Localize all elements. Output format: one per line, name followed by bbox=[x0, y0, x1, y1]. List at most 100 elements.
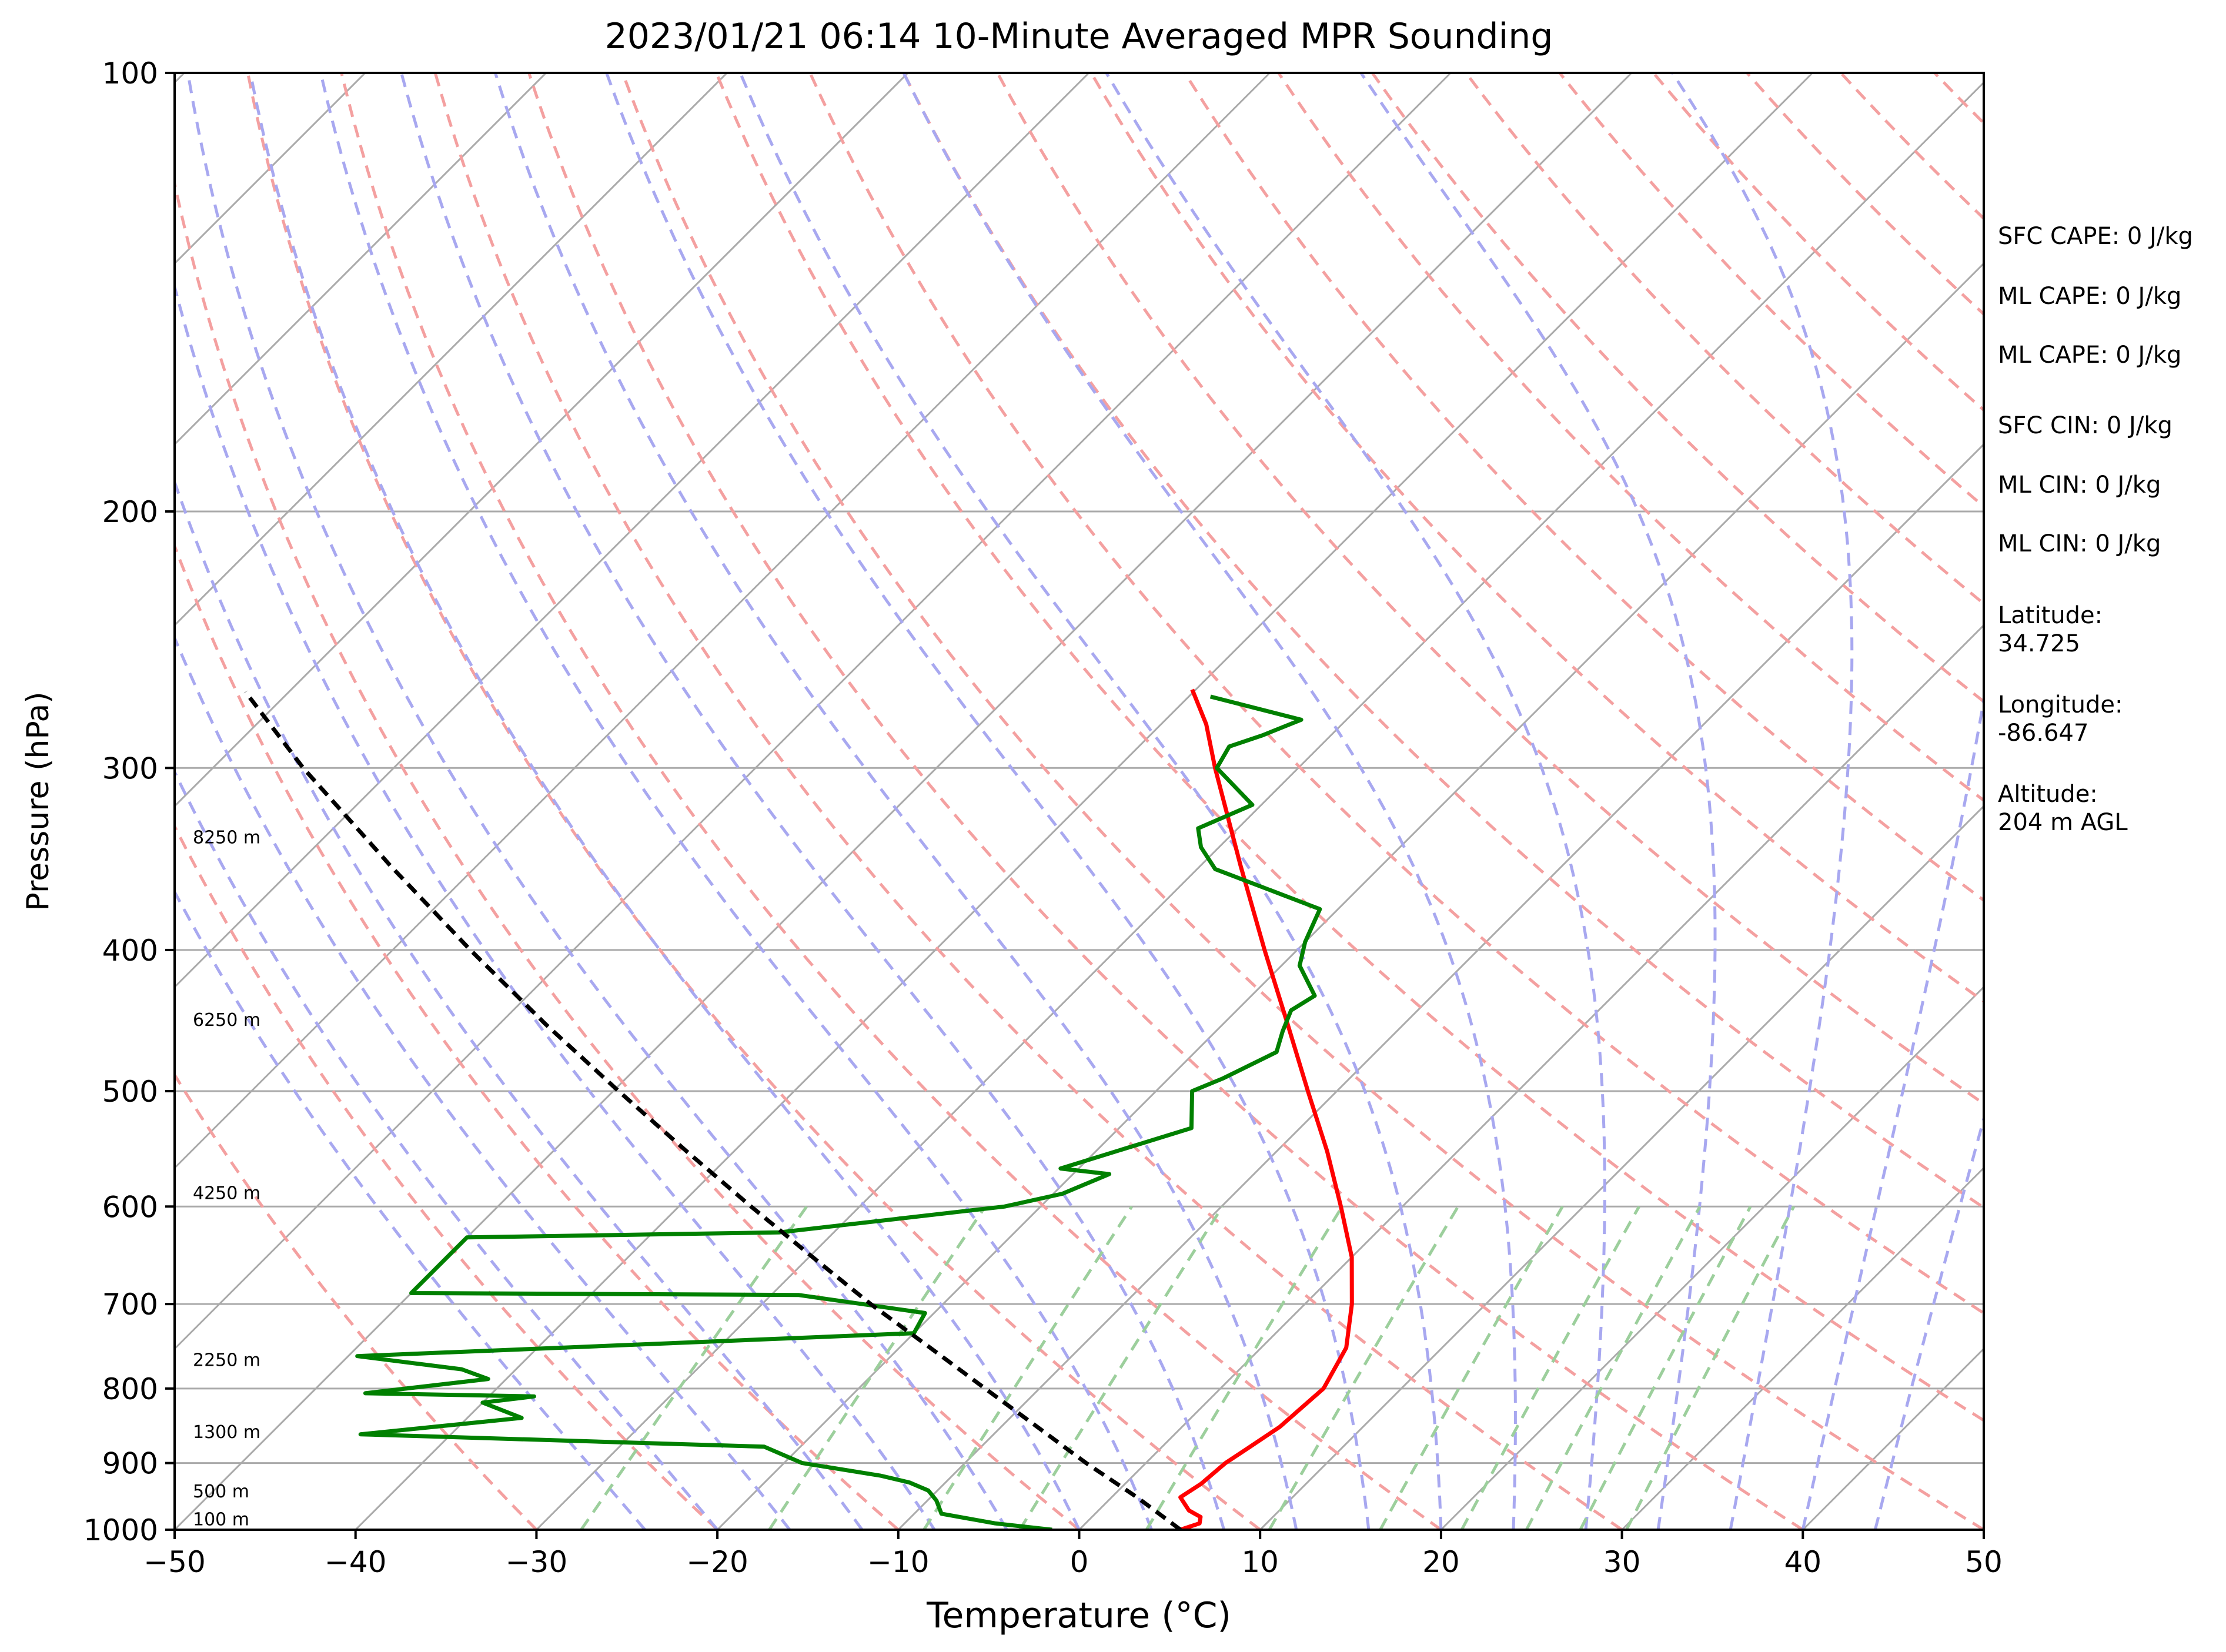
side-info-text: ML CIN: 0 J/kg bbox=[1998, 471, 2161, 499]
height-label: 6250 m bbox=[193, 1010, 260, 1031]
moist-adiabat-line bbox=[400, 73, 1226, 1530]
y-tick-label: 800 bbox=[102, 1372, 158, 1406]
dry-adiabat-line bbox=[621, 73, 1984, 1530]
y-tick-label: 100 bbox=[102, 56, 158, 91]
moist-adiabat-line bbox=[605, 73, 1371, 1530]
moist-adiabat-line bbox=[175, 888, 646, 1530]
y-tick-label: 700 bbox=[102, 1288, 158, 1322]
mixing-ratio-line bbox=[1460, 1206, 1640, 1530]
isotherm-line bbox=[175, 73, 1452, 1350]
height-label: 8250 m bbox=[193, 828, 260, 848]
y-tick-label: 200 bbox=[102, 495, 158, 529]
moist-adiabat-line bbox=[175, 634, 791, 1530]
height-label: 4250 m bbox=[193, 1183, 260, 1204]
moist-adiabat-line bbox=[175, 768, 719, 1530]
side-info-panel: SFC CAPE: 0 J/kg ML CAPE: 0 J/kg ML CAPE: … bbox=[1998, 223, 2193, 836]
isotherm-line bbox=[1078, 624, 1984, 1530]
y-tick-label: 500 bbox=[102, 1075, 158, 1109]
dry-adiabat-line bbox=[808, 73, 1984, 1315]
x-tick-label: 0 bbox=[1070, 1545, 1089, 1579]
moist-adiabat-line bbox=[1873, 1113, 1984, 1530]
isotherm-line bbox=[717, 262, 1984, 1530]
dry-adiabat-line bbox=[714, 73, 1984, 1422]
moist-adiabat-line bbox=[1359, 73, 1717, 1530]
moist-adiabat-line bbox=[249, 73, 1081, 1530]
dry-adiabat-line bbox=[340, 73, 1442, 1530]
isobar-grid bbox=[175, 73, 1984, 1530]
dry-adiabat-line bbox=[175, 541, 900, 1530]
moist-adiabat-line bbox=[494, 73, 1298, 1530]
x-tick-label: −30 bbox=[506, 1545, 568, 1579]
y-axis-ticks: 100 200 300 400 500 600 700 800 900 1000 bbox=[83, 56, 175, 1547]
x-tick-label: 10 bbox=[1241, 1545, 1279, 1579]
side-info-text: SFC CAPE: 0 J/kg bbox=[1998, 223, 2193, 250]
side-info-text: SFC CIN: 0 J/kg bbox=[1998, 412, 2172, 439]
mixing-ratio-line bbox=[768, 1205, 987, 1530]
isotherm-line bbox=[175, 73, 547, 446]
y-tick-label: 1000 bbox=[83, 1513, 158, 1547]
x-tick-label: −10 bbox=[867, 1545, 930, 1579]
mixing-ratio-line bbox=[1018, 1205, 1224, 1530]
height-label: 2250 m bbox=[193, 1350, 260, 1371]
x-tick-label: 50 bbox=[1965, 1545, 2003, 1579]
x-axis-label: Temperature (°C) bbox=[926, 1595, 1231, 1636]
moist-adiabat-line bbox=[186, 73, 1008, 1530]
moist-adiabat-line bbox=[319, 73, 1153, 1530]
side-info-text: ML CIN: 0 J/kg bbox=[1998, 530, 2161, 557]
y-tick-label: 400 bbox=[102, 934, 158, 968]
height-label: 1300 m bbox=[193, 1422, 260, 1443]
dewpoint-profile-line bbox=[355, 694, 1322, 1530]
height-annotations: 100 m 500 m 1300 m 2250 m 4250 m 6250 m 8250 m bbox=[193, 828, 260, 1530]
isotherm-line bbox=[1259, 805, 1984, 1530]
dry-adiabat-line bbox=[996, 73, 1984, 1106]
side-info-text: ML CAPE: 0 J/kg bbox=[1998, 342, 2181, 369]
chart-title: 2023/01/21 06:14 10-Minute Averaged MPR … bbox=[605, 16, 1553, 57]
side-info-text: ML CAPE: 0 J/kg bbox=[1998, 283, 2181, 310]
moist-adiabat-line bbox=[1671, 73, 1854, 1530]
moist-adiabat-line bbox=[1801, 692, 1984, 1530]
isotherm-line bbox=[1621, 1166, 1984, 1530]
isotherm-line bbox=[175, 73, 1089, 989]
mixing-ratio-line bbox=[1625, 1206, 1796, 1530]
x-tick-label: 40 bbox=[1784, 1545, 1821, 1579]
isotherm-line bbox=[897, 443, 1984, 1530]
isotherm-line bbox=[536, 81, 1984, 1530]
side-info-text: Altitude: 204 m AGL bbox=[1998, 781, 2128, 836]
dry-adiabat-line bbox=[175, 1072, 538, 1530]
isotherm-line bbox=[175, 73, 909, 808]
y-tick-label: 300 bbox=[102, 751, 158, 785]
mixing-ratio-line bbox=[1579, 1206, 1752, 1530]
moist-adiabat-line bbox=[738, 73, 1443, 1530]
x-tick-label: −40 bbox=[325, 1545, 387, 1579]
y-axis-label: Pressure (hPa) bbox=[21, 692, 56, 911]
y-tick-label: 600 bbox=[102, 1190, 158, 1224]
x-tick-label: 30 bbox=[1603, 1545, 1641, 1579]
dry-adiabat-line bbox=[1089, 73, 1984, 1004]
side-info-text: Longitude: -86.647 bbox=[1998, 691, 2123, 747]
moist-adiabats bbox=[175, 73, 1984, 1530]
dry-adiabat-line bbox=[175, 176, 1081, 1530]
height-label: 100 m bbox=[193, 1509, 249, 1530]
isotherm-line bbox=[355, 73, 1813, 1530]
isotherm-line bbox=[0, 73, 4, 1530]
x-tick-label: 20 bbox=[1422, 1545, 1460, 1579]
side-info-text: Latitude: 34.725 bbox=[1998, 602, 2103, 657]
mixing-ratio-line bbox=[1379, 1206, 1564, 1530]
moist-adiabat-line bbox=[1105, 73, 1606, 1530]
mixing-ratio-lines bbox=[580, 1205, 1796, 1530]
x-tick-label: −20 bbox=[686, 1545, 748, 1579]
dry-adiabat-line bbox=[527, 73, 1804, 1530]
plot-area: 100 m 500 m 1300 m 2250 m 4250 m 6250 m 8250 m bbox=[0, 73, 1984, 1530]
temperature-profile-line bbox=[1178, 688, 1354, 1530]
mixing-ratio-line bbox=[580, 1205, 808, 1530]
height-label: 500 m bbox=[193, 1482, 249, 1502]
x-tick-label: −50 bbox=[143, 1545, 206, 1579]
moist-adiabat-line bbox=[175, 477, 864, 1530]
dry-adiabat-line bbox=[1184, 73, 1984, 902]
dry-adiabat-line bbox=[433, 73, 1623, 1530]
mixing-ratio-line bbox=[1145, 1205, 1343, 1530]
profile-series bbox=[243, 688, 1354, 1530]
x-axis-ticks: −50 −40 −30 −20 −10 0 10 20 30 40 50 bbox=[143, 1530, 2003, 1579]
mixing-ratio-line bbox=[1525, 1206, 1702, 1530]
